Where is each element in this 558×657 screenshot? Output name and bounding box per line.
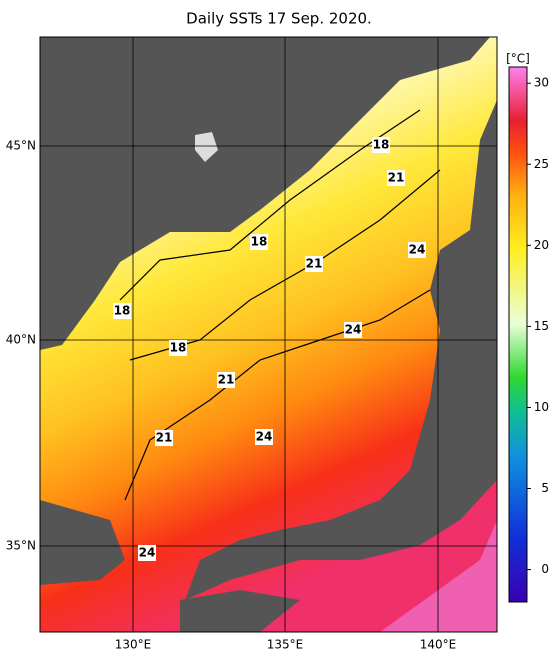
longitude-label: 130°E xyxy=(115,638,152,652)
land-continent xyxy=(40,37,490,350)
contour-label: 18 xyxy=(373,138,390,152)
contour-label-bg xyxy=(372,137,390,153)
colorbar xyxy=(508,66,528,603)
contour-label-bg xyxy=(155,430,173,446)
contour-label: 18 xyxy=(170,341,187,355)
contour-label: 21 xyxy=(388,171,405,185)
contour-label-bg xyxy=(138,545,156,561)
contour-label-bg xyxy=(387,170,405,186)
colorbar-tick-label: 10 xyxy=(534,400,549,414)
contour-label: 24 xyxy=(409,243,426,257)
contour-label: 21 xyxy=(156,431,173,445)
contour-label-bg xyxy=(344,322,362,338)
contour-label-bg xyxy=(217,372,235,388)
contour-label-bg xyxy=(255,429,273,445)
contour-label-bg xyxy=(169,340,187,356)
colorbar-unit: [°C] xyxy=(506,52,530,66)
contour-label-bg xyxy=(408,242,426,258)
contour-label: 21 xyxy=(306,257,323,271)
contour-label-bg xyxy=(250,234,268,250)
latitude-label: 45°N xyxy=(6,139,36,153)
colorbar-tick-label: 5 xyxy=(541,481,549,495)
latitude-label: 35°N xyxy=(6,539,36,553)
map-frame xyxy=(39,36,498,633)
island xyxy=(195,132,218,162)
graticule xyxy=(40,37,497,632)
contour-label: 24 xyxy=(345,323,362,337)
colorbar-tick-label: 25 xyxy=(534,157,549,171)
colorbar-tick-label: 30 xyxy=(534,76,549,90)
title: Daily SSTs 17 Sep. 2020. xyxy=(186,10,372,28)
colorbar-tick-label: 20 xyxy=(534,238,549,252)
contour-label-bg xyxy=(305,256,323,272)
contour-label: 18 xyxy=(251,235,268,249)
contour-label: 21 xyxy=(218,373,235,387)
land-korea xyxy=(40,500,125,585)
map xyxy=(40,37,497,632)
contour-label: 18 xyxy=(114,304,131,318)
colorbar-tick-label: 15 xyxy=(534,319,549,333)
warm-pool xyxy=(380,520,497,632)
colorbar-tick-label: 0 xyxy=(541,562,549,576)
longitude-label: 135°E xyxy=(267,638,304,652)
land-shikoku xyxy=(180,590,300,632)
contour-label-bg xyxy=(113,303,131,319)
land-japan xyxy=(185,100,497,600)
longitude-label: 140°E xyxy=(420,638,457,652)
contour-label: 24 xyxy=(256,430,273,444)
contour-label: 24 xyxy=(139,546,156,560)
latitude-label: 40°N xyxy=(6,333,36,347)
